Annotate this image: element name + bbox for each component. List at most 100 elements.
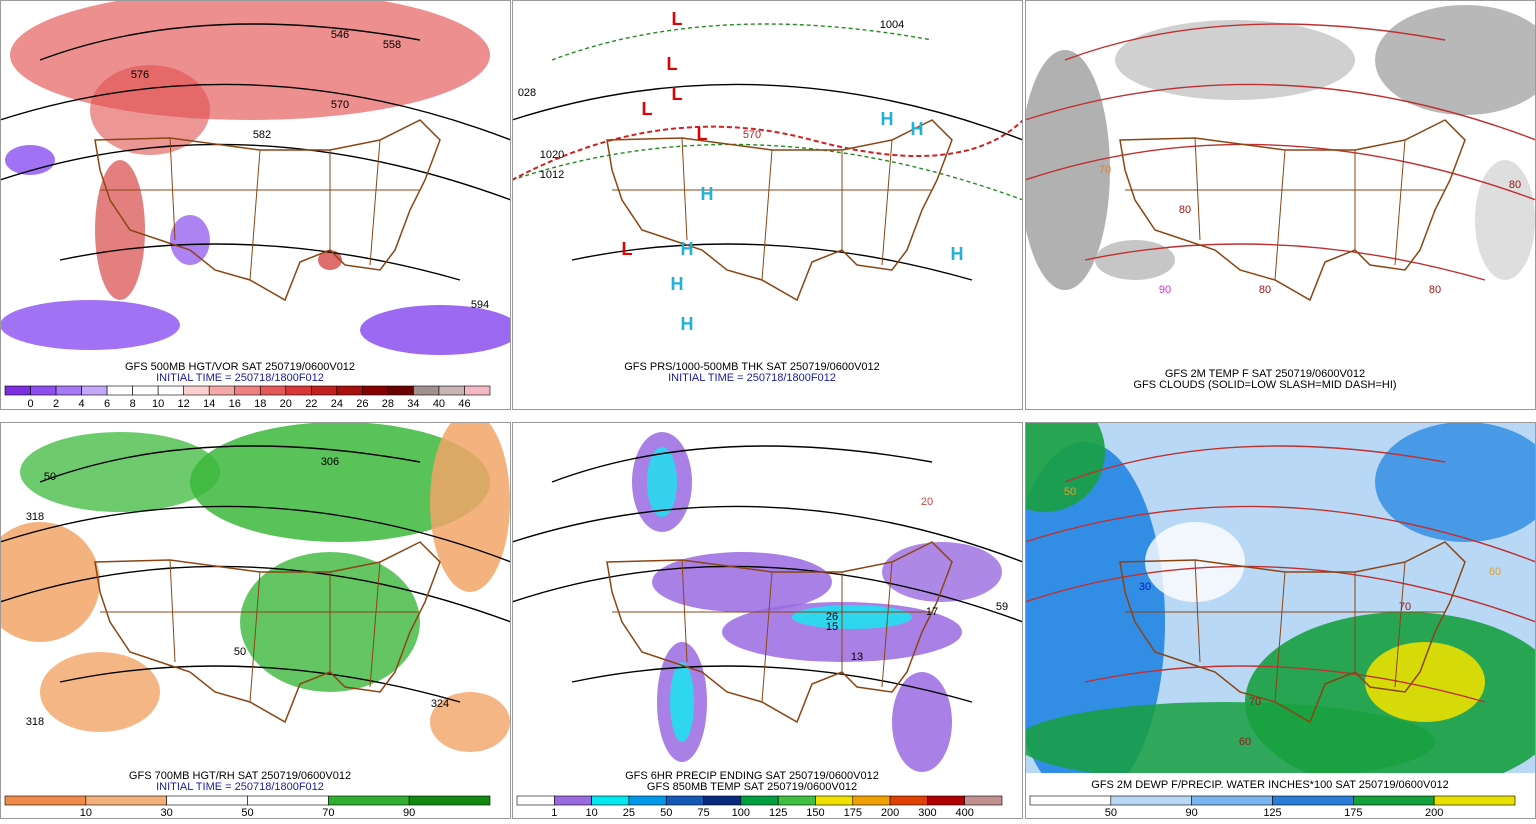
map-shading	[647, 447, 677, 517]
colorbar-segment	[166, 795, 248, 806]
contour	[513, 83, 1022, 141]
map-label: 50	[234, 646, 246, 658]
map-label: 70	[1399, 601, 1411, 613]
map-label: L	[672, 9, 683, 29]
thickness-line	[513, 119, 1022, 181]
colorbar-segment	[311, 385, 338, 396]
map-label: 80	[1509, 179, 1521, 191]
colorbar-label: 50	[241, 807, 253, 819]
state-lines	[612, 559, 932, 703]
panel: 318 50 324 306 318 50 GFS 700MB HGT/RH SAT 250…	[0, 422, 511, 819]
map-shading	[20, 432, 220, 512]
colorbar-label: 16	[229, 398, 241, 410]
colorbar-segment	[106, 385, 133, 396]
caption: INITIAL TIME = 250718/1800F012	[668, 372, 836, 384]
contour	[1084, 243, 1486, 281]
map-label: 1012	[540, 169, 564, 181]
colorbar-segment	[591, 795, 630, 806]
map-label: 570	[743, 129, 761, 141]
map-label: 60	[1489, 566, 1501, 578]
colorbar-label: 2	[53, 398, 59, 410]
map-shading	[1365, 642, 1485, 722]
colorbar-segment	[183, 385, 210, 396]
caption: GFS 700MB HGT/RH SAT 250719/0600V012	[129, 770, 351, 782]
country-outline	[94, 119, 441, 302]
map-shading	[882, 542, 1002, 602]
map-label: 1004	[880, 19, 904, 31]
contour	[571, 665, 973, 703]
map-label: 50	[44, 471, 56, 483]
colorbar-segment	[889, 795, 928, 806]
map-label: 582	[253, 129, 271, 141]
panel: 50 60 70 30 60 70 GFS 2M DEWP F/PRECIP. WATER …	[1025, 422, 1536, 819]
map-shading	[430, 692, 510, 752]
map-shading	[670, 662, 694, 742]
colorbar-segment	[387, 385, 414, 396]
colorbar-label: 75	[697, 807, 709, 819]
map-label: H	[681, 239, 694, 259]
colorbar-segment	[964, 795, 1003, 806]
contour	[1026, 83, 1535, 141]
map-label: 15	[826, 621, 838, 633]
map-shading	[360, 305, 510, 355]
map-label: H	[701, 184, 714, 204]
map-label: 80	[1179, 204, 1191, 216]
caption: GFS CLOUDS (SOLID=LOW SLASH=MID DASH=HI)	[1133, 379, 1396, 391]
map-label: L	[672, 84, 683, 104]
map-shading	[1475, 160, 1535, 280]
map-shading	[1026, 50, 1110, 290]
map-label: L	[667, 54, 678, 74]
contour	[513, 505, 1022, 563]
map-label: 17	[926, 606, 938, 618]
map: 318 50 324 306 318 50	[1, 423, 510, 773]
map-label: 90	[1159, 284, 1171, 296]
map-label: 60	[1239, 736, 1251, 748]
colorbar-label: 20	[280, 398, 292, 410]
map-label: 70	[1249, 696, 1261, 708]
colorbar-segment	[1029, 795, 1112, 806]
state-lines	[612, 137, 932, 281]
colorbar-label: 200	[881, 807, 899, 819]
state-lines	[100, 559, 420, 703]
map-shading	[1026, 442, 1165, 773]
map-label: 306	[321, 456, 339, 468]
colorbar-label: 125	[1263, 807, 1281, 819]
colorbar-segment	[464, 385, 491, 396]
map-label: 26	[826, 611, 838, 623]
country-outline	[1119, 541, 1466, 724]
map-label: H	[881, 109, 894, 129]
country-outline	[606, 119, 953, 302]
contour	[1064, 445, 1446, 483]
map-label: H	[911, 119, 924, 139]
panel: 70 80 80 90 80 80 GFS 2M TEMP F SAT 250719/060…	[1025, 0, 1536, 410]
colorbar-segment	[927, 795, 965, 806]
map-shading	[190, 423, 490, 542]
map-label: 558	[383, 39, 401, 51]
colorbar-segment	[4, 385, 31, 396]
colorbar-label: 200	[1425, 807, 1443, 819]
map-shading	[170, 215, 210, 265]
colorbar-segment	[247, 795, 329, 806]
colorbar-label: 1	[551, 807, 557, 819]
contour	[59, 665, 461, 703]
colorbar-label: 50	[660, 807, 672, 819]
colorbar-segment	[777, 795, 816, 806]
map-shading	[1026, 702, 1435, 773]
colorbar-segment	[628, 795, 667, 806]
map-label: 30	[1139, 581, 1151, 593]
contour	[1026, 143, 1535, 201]
map-label: 318	[26, 716, 44, 728]
contour	[513, 565, 1022, 623]
map-label: 318	[26, 511, 44, 523]
contour	[39, 445, 421, 483]
colorbar-segment	[234, 385, 261, 396]
colorbar-label: 90	[1186, 807, 1198, 819]
caption: GFS 850MB TEMP SAT 250719/0600V012	[647, 781, 857, 793]
country-outline	[1119, 119, 1466, 302]
colorbar-segment	[362, 385, 389, 396]
contour	[39, 23, 421, 61]
colorbar-label: 10	[152, 398, 164, 410]
